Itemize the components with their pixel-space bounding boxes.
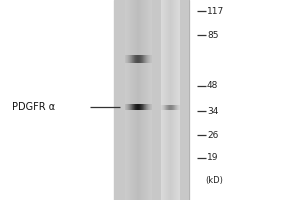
Bar — [143, 0, 144, 200]
Bar — [141, 0, 142, 200]
Bar — [130, 0, 131, 200]
Bar — [146, 0, 147, 200]
Text: 19: 19 — [207, 154, 218, 162]
Bar — [114, 0, 189, 200]
Bar — [147, 0, 148, 200]
Bar — [137, 0, 138, 200]
Bar — [149, 0, 150, 200]
Bar — [125, 0, 126, 200]
Bar — [139, 0, 140, 200]
Bar — [131, 0, 132, 200]
Bar — [151, 0, 152, 200]
Bar — [150, 0, 151, 200]
Bar — [126, 0, 127, 200]
Bar — [127, 0, 128, 200]
Bar — [133, 0, 134, 200]
Text: 117: 117 — [207, 6, 224, 16]
Bar — [135, 0, 136, 200]
Bar — [138, 0, 139, 200]
Text: 26: 26 — [207, 130, 218, 140]
Text: 34: 34 — [207, 107, 218, 116]
Bar — [129, 0, 130, 200]
Bar — [132, 0, 133, 200]
Bar — [145, 0, 146, 200]
Bar — [144, 0, 145, 200]
Bar — [140, 0, 141, 200]
Bar — [148, 0, 149, 200]
Text: 85: 85 — [207, 30, 218, 40]
Bar — [142, 0, 143, 200]
Bar — [128, 0, 129, 200]
Text: 48: 48 — [207, 82, 218, 90]
Bar — [134, 0, 135, 200]
Bar — [136, 0, 137, 200]
Bar — [124, 0, 125, 200]
Bar — [136, 0, 137, 200]
Text: PDGFR α: PDGFR α — [12, 102, 55, 112]
Text: (kD): (kD) — [206, 176, 224, 184]
